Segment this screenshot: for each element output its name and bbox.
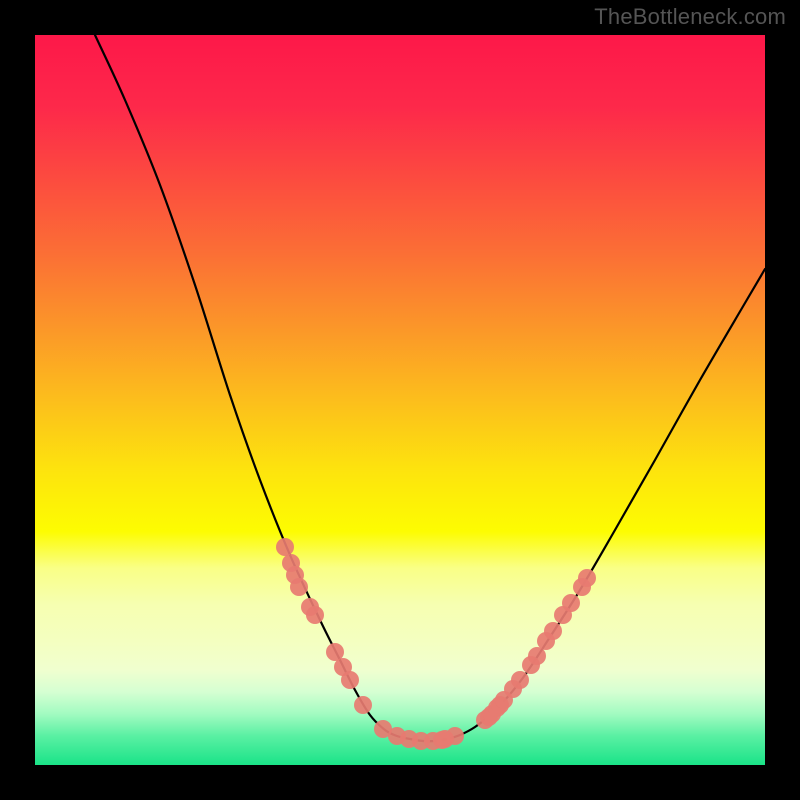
data-marker (354, 696, 372, 714)
data-marker (544, 622, 562, 640)
data-marker (511, 671, 529, 689)
watermark-text: TheBottleneck.com (594, 4, 786, 30)
plot-area (35, 35, 765, 765)
bottleneck-curve (95, 35, 765, 741)
data-marker (562, 594, 580, 612)
data-marker (578, 569, 596, 587)
data-marker (306, 606, 324, 624)
data-markers (276, 538, 596, 750)
chart-overlay (35, 35, 765, 765)
data-marker (276, 538, 294, 556)
data-marker (433, 731, 451, 749)
data-marker (528, 647, 546, 665)
data-marker (290, 578, 308, 596)
data-marker (341, 671, 359, 689)
